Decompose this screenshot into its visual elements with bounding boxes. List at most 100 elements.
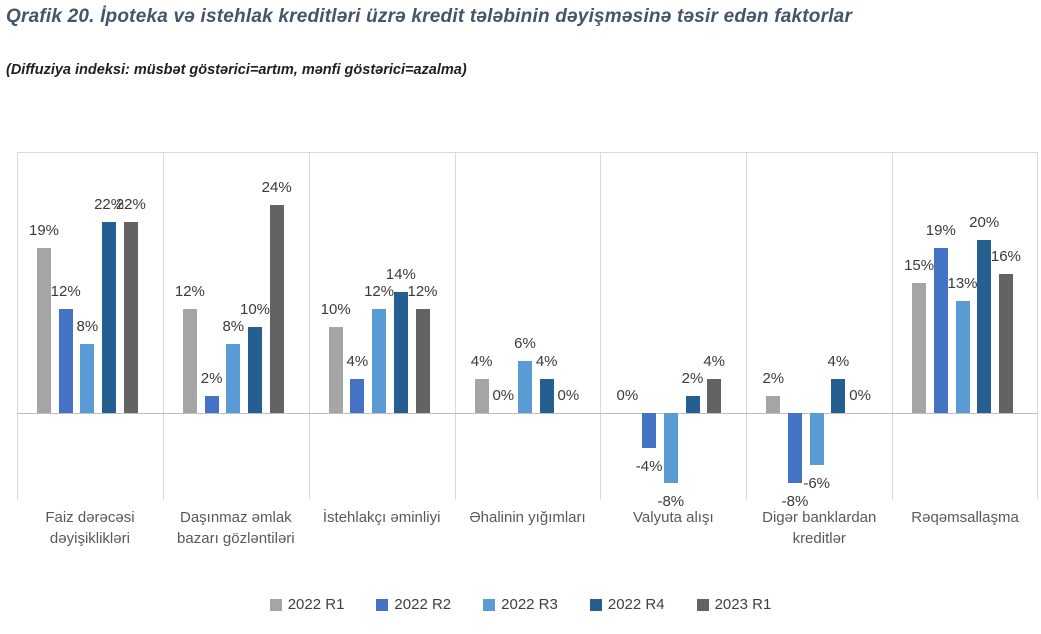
bar-label: 0% (557, 387, 580, 405)
grid-separator (1037, 153, 1038, 500)
bar-label: 12% (364, 283, 395, 301)
legend-label: 2023 R1 (714, 596, 772, 613)
bar-label: 13% (947, 274, 978, 292)
bar-label: 22% (94, 196, 125, 214)
bar (226, 343, 241, 414)
bar (539, 378, 554, 414)
bar-label: 15% (904, 257, 935, 275)
legend-swatch (483, 598, 496, 611)
bar-label: 8% (76, 317, 99, 335)
bar (415, 309, 430, 414)
category-axis: Faiz dərəcəsi dəyişiklikləri Daşınmaz əml… (17, 507, 1038, 569)
legend-item: 2023 R1 (696, 596, 772, 613)
plot-area: 19% 12% 8% 22% 22% 12% 2% 8% 10% 24% 10% 4% 12% 14% 12… (17, 152, 1038, 510)
category-label: Valyuta alışı (633, 509, 714, 526)
bar (204, 395, 219, 414)
bar-label: -6% (803, 475, 831, 493)
bar (269, 205, 284, 414)
bar-label: 4% (470, 352, 493, 370)
bar-label: 12% (174, 283, 205, 301)
legend-item: 2022 R1 (269, 596, 345, 613)
bar-label: -8% (657, 492, 685, 510)
bar-label: 2% (681, 369, 704, 387)
bar-label: 10% (320, 300, 351, 318)
bar (788, 413, 802, 483)
grid-separator (17, 153, 18, 500)
bar (393, 291, 408, 414)
bar (102, 222, 117, 414)
bar (58, 309, 73, 414)
bar (328, 326, 343, 414)
bar-label: 0% (492, 387, 515, 405)
legend-label: 2022 R1 (287, 596, 345, 613)
legend: 2022 R1 2022 R2 2022 R3 2022 R4 2023 R1 (0, 596, 1041, 613)
bar (182, 309, 197, 414)
bar-label: 4% (346, 352, 369, 370)
bar-label: 10% (239, 300, 271, 318)
legend-item: 2022 R4 (589, 596, 665, 613)
bar-label: 12% (407, 283, 438, 301)
bar-label: 8% (222, 317, 245, 335)
bar (474, 378, 489, 414)
bar-label: 6% (514, 335, 536, 353)
bar-label: 19% (925, 222, 956, 240)
bar (831, 378, 846, 414)
bar (372, 309, 387, 414)
legend-swatch (376, 598, 389, 611)
bar-label: 22% (115, 196, 146, 214)
legend-label: 2022 R3 (501, 596, 558, 613)
grid-separator (309, 153, 310, 500)
bar (766, 395, 781, 414)
bar (998, 274, 1013, 414)
zero-axis-line (17, 413, 1038, 414)
bar (809, 413, 824, 466)
grid-separator (746, 153, 747, 500)
legend-swatch (589, 598, 602, 611)
category-label: İstehlakçı əminliyi (322, 509, 441, 526)
bar (663, 413, 678, 483)
bar (933, 248, 948, 414)
bar-label: 12% (50, 283, 81, 301)
bar (642, 413, 657, 448)
legend-label: 2022 R4 (607, 596, 665, 613)
category-label: Daşınmaz əmlak bazarı gözləntiləri (177, 509, 295, 547)
grid-separator (600, 153, 601, 500)
bar (912, 283, 927, 414)
category-label: Digər banklardan kreditlər (762, 509, 877, 547)
bar-label: 0% (849, 387, 871, 405)
bar (685, 395, 700, 414)
category-label: Faiz dərəcəsi dəyişiklikləri (45, 509, 135, 547)
legend-item: 2022 R3 (483, 596, 558, 613)
bar-label: 4% (535, 352, 558, 370)
bar (350, 378, 365, 414)
legend-swatch (696, 598, 709, 611)
grid-separator (455, 153, 456, 500)
bar (977, 239, 992, 414)
bar-label: 24% (261, 179, 292, 196)
legend-swatch (269, 598, 282, 611)
bar-label: 4% (827, 352, 850, 370)
bar-label: -4% (635, 457, 663, 475)
bar-label: 2% (200, 369, 223, 387)
bar (518, 361, 532, 414)
legend-label: 2022 R2 (394, 596, 452, 613)
bar (707, 378, 722, 414)
chart-subtitle: (Diffuziya indeksi: müsbət göstərici=art… (6, 62, 467, 78)
legend-item: 2022 R2 (376, 596, 451, 613)
category-label: Əhalinin yığımları (469, 509, 586, 526)
category-label: Rəqəmsallaşma (911, 509, 1019, 526)
grid-separator (892, 153, 893, 500)
bar-label: -8% (781, 492, 809, 510)
grid-separator (163, 153, 164, 500)
bar (248, 326, 262, 414)
bar (123, 222, 138, 414)
bar (37, 248, 51, 414)
bar-label: 2% (762, 369, 785, 387)
chart-title: Qrafik 20. İpoteka və istehlak kreditlər… (6, 6, 853, 27)
bar-label: 14% (385, 265, 416, 283)
bar-label: 0% (616, 387, 639, 405)
bar-label: 19% (28, 222, 60, 240)
bar-label: 16% (990, 248, 1021, 266)
bar (80, 343, 95, 414)
